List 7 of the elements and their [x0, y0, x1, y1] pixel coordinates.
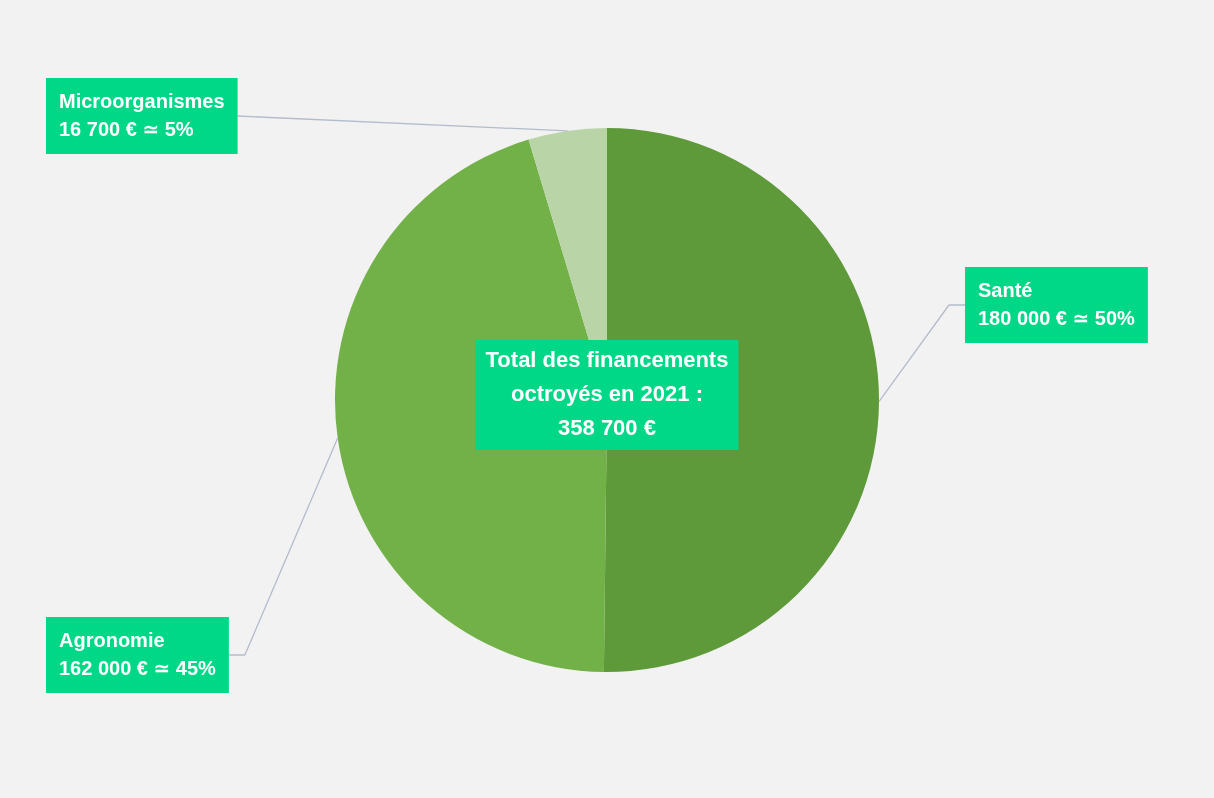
data-label: 180 000 € ≃ 50% — [978, 306, 1136, 329]
slice-label: Agronomie — [59, 628, 165, 651]
slice-label: Microorganismes — [59, 89, 225, 112]
slice-label: Santé — [978, 278, 1033, 301]
data-label: 162 000 € ≃ 45% — [59, 656, 217, 679]
data-label: 16 700 € ≃ 5% — [59, 117, 194, 140]
text: Total des financements octroyés en 2021 : 358 700 € — [485, 347, 729, 441]
